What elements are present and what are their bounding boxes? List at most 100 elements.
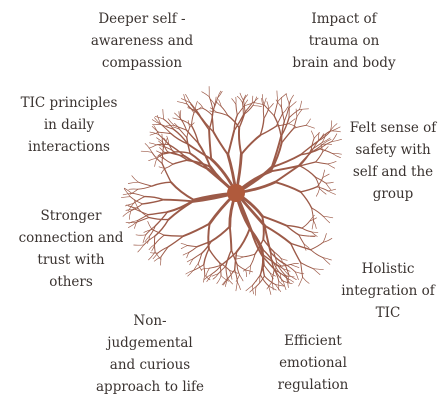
dendrite-branch	[162, 108, 165, 120]
dendrite-branch	[215, 101, 222, 108]
dendrite-branch	[203, 248, 210, 266]
dendrite-branch	[259, 125, 277, 136]
dendrite-branch	[154, 251, 162, 261]
dendrite-branch	[144, 235, 151, 243]
dendrite-branch	[262, 248, 275, 264]
dendrite-branch	[160, 124, 175, 130]
dendrite-branch	[182, 251, 190, 256]
dendrite-branch	[176, 101, 188, 105]
dendrite-branch	[327, 161, 337, 165]
dendrite-branch	[156, 114, 162, 125]
dendrite-branch	[125, 208, 136, 211]
dendrite-branch	[219, 262, 231, 271]
dendrite-branch	[259, 274, 270, 287]
dendrite-branch	[263, 108, 270, 120]
dendrite-branch	[185, 269, 194, 275]
dendrite-branch	[262, 105, 265, 120]
dendrite-branch	[203, 264, 206, 276]
dendrite-branch	[170, 132, 189, 145]
dendrite-branch	[310, 249, 324, 258]
dendrite-branch	[172, 159, 188, 165]
dendrite-branch	[163, 158, 174, 165]
label-stronger-connection: Stronger connection and trust with other…	[18, 208, 124, 290]
dendrite-branch	[233, 114, 245, 132]
dendrite-branch	[148, 216, 170, 221]
dendrite-branch	[157, 246, 169, 254]
dendrite-branch	[251, 97, 259, 104]
dendrite-branch	[280, 117, 290, 137]
dendrite-branch	[238, 111, 246, 129]
dendrite-branch	[212, 273, 219, 280]
dendrite-branch	[329, 120, 333, 132]
dendrite-branch	[298, 234, 310, 237]
dendrite-branch	[127, 181, 139, 184]
dendrite-branch	[310, 137, 315, 151]
dendrite-branch	[166, 199, 195, 213]
dendrite-branch	[189, 152, 209, 171]
dendrite-branch	[180, 98, 191, 104]
dendrite-branch	[128, 220, 138, 224]
dendrite-branch	[259, 117, 265, 136]
dendrite-branch	[163, 118, 175, 130]
dendrite-branch	[162, 198, 195, 203]
dendrite-branch	[159, 147, 165, 153]
dendrite-branch	[293, 115, 298, 129]
dendrite-branch	[216, 275, 222, 284]
dendrite-branch	[248, 227, 264, 251]
dendrite-branch	[124, 203, 134, 207]
dendrite-branch	[253, 102, 265, 106]
dendrite-branch	[220, 275, 230, 282]
dendrite-branch	[313, 220, 317, 229]
dendrite-branch	[321, 137, 331, 143]
dendrite-branch	[224, 278, 228, 287]
dendrite-branch	[280, 127, 295, 144]
dendrite-branch	[254, 286, 257, 296]
dendrite-branch	[207, 222, 211, 250]
dendrite-branch	[243, 100, 246, 113]
dendrite-branch	[122, 192, 133, 196]
dendrite-branch	[180, 245, 188, 250]
dendrite-branch	[311, 231, 319, 234]
dendrite-branch	[273, 100, 279, 117]
dendrite-branch	[285, 224, 303, 229]
dendrite-branch	[204, 273, 213, 280]
dendrite-branch	[290, 264, 300, 268]
dendrite-branch	[151, 228, 165, 236]
dendrite-branch	[230, 249, 238, 265]
dendrite-branch	[263, 275, 276, 285]
dendrite-branch	[273, 269, 280, 282]
dendrite-branch	[122, 210, 132, 217]
dendrite-branch	[194, 108, 203, 119]
dendrite-branch	[208, 248, 221, 264]
dendrite-branch	[173, 124, 187, 131]
dendrite-branch	[298, 149, 312, 167]
dendrite-branch	[303, 243, 307, 251]
dendrite-branch	[299, 148, 321, 156]
dendrite-branch	[234, 269, 238, 283]
dendrite-branch	[158, 131, 172, 135]
dendrite-branch	[285, 92, 290, 104]
dendrite-branch	[187, 269, 194, 277]
dendrite-branch	[126, 204, 136, 210]
dendrite-branch	[251, 95, 254, 104]
dendrite-branch	[127, 203, 134, 212]
dendrite-branch	[316, 186, 329, 192]
dendrite-branch	[211, 114, 215, 133]
dendrite-branch	[309, 217, 317, 222]
dendrite-branch	[301, 227, 312, 233]
dendrite-branch	[216, 111, 229, 117]
dendrite-branch	[148, 144, 157, 149]
dendrite-branch	[168, 143, 186, 157]
dendrite-branch	[327, 190, 336, 195]
dendrite-branch	[280, 120, 285, 144]
dendrite-branch	[279, 272, 289, 277]
dendrite-branch	[274, 165, 299, 184]
dendrite-branch	[281, 106, 285, 122]
dendrite-branch	[313, 132, 320, 139]
dendrite-branch	[249, 286, 257, 293]
dendrite-branch	[299, 140, 319, 156]
dendrite-branch	[179, 128, 188, 139]
dendrite-branch	[128, 205, 139, 209]
